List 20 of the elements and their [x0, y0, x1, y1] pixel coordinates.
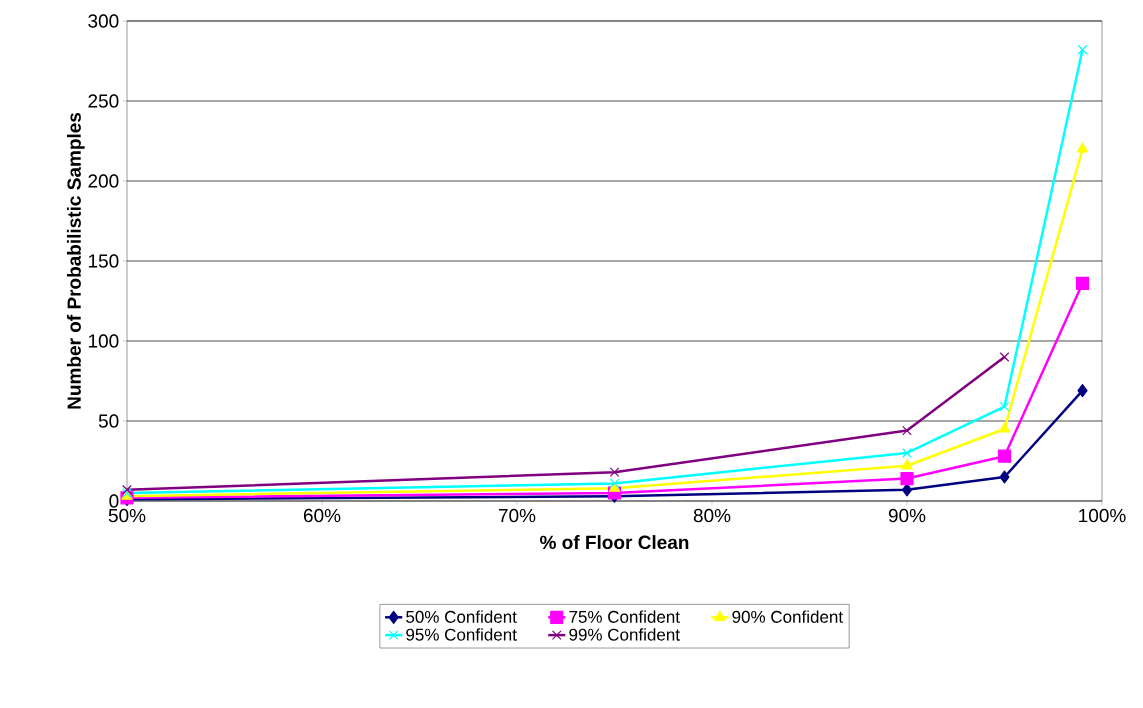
y-tick-label: 100 [88, 334, 119, 348]
x-axis-title: % of Floor Clean [540, 535, 689, 550]
legend-label: 75% Confident [569, 610, 680, 623]
x-tick-label: 70% [498, 508, 536, 523]
y-axis-title: Number of Probabilistic Samples [66, 112, 85, 409]
x-tick-label: 90% [888, 508, 926, 523]
x-tick-label: 60% [303, 508, 341, 523]
y-tick-label: 50 [98, 414, 119, 428]
x-tick-label: 100% [1079, 508, 1126, 523]
y-tick-label: 150 [88, 254, 119, 268]
y-tick-label: 0 [109, 494, 119, 508]
legend-label: 95% Confident [406, 628, 517, 641]
legend-label: 99% Confident [569, 628, 680, 641]
y-tick-label: 300 [88, 14, 119, 28]
x-tick-label: 80% [693, 508, 731, 523]
y-tick-label: 200 [88, 174, 119, 188]
legend-label: 50% Confident [406, 610, 517, 623]
y-tick-label: 250 [88, 94, 119, 108]
x-tick-label: 50% [108, 508, 146, 523]
legend-label: 90% Confident [732, 610, 843, 623]
